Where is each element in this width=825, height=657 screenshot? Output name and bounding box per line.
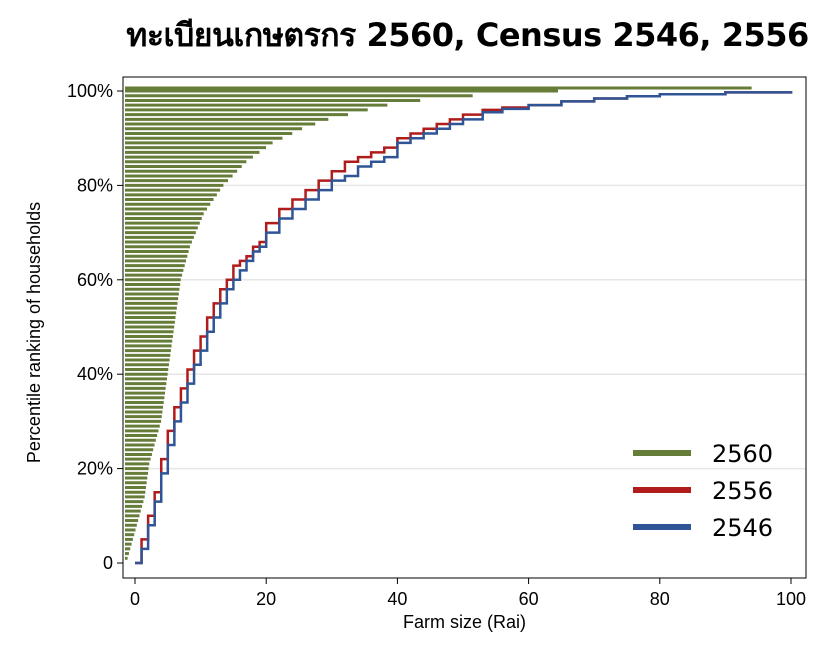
y-tick-label: 20%: [77, 459, 113, 479]
x-tick-label: 40: [387, 589, 407, 609]
y-tick-label: 60%: [77, 270, 113, 290]
y-tick-label: 40%: [77, 364, 113, 384]
line-2546: [135, 91, 793, 565]
y-axis: 0 20% 40% 60% 80% 100%: [67, 81, 123, 573]
legend-label-2556: 2556: [712, 477, 773, 505]
x-tick-label: 20: [256, 589, 276, 609]
grid: [123, 184, 806, 470]
x-tick-label: 80: [650, 589, 670, 609]
x-axis: 0 20 40 60 80 100: [130, 578, 806, 609]
legend-label-2560: 2560: [712, 440, 773, 468]
y-tick-label: 80%: [77, 175, 113, 195]
x-tick-label: 60: [519, 589, 539, 609]
x-axis-title: Farm size (Rai): [403, 612, 526, 632]
x-tick-label: 100: [776, 589, 806, 609]
step-lines: [135, 91, 793, 565]
legend-label-2546: 2546: [712, 514, 773, 542]
plot-frame: [122, 76, 807, 579]
bars-2560: [125, 86, 752, 560]
x-tick-label: 0: [130, 589, 140, 609]
y-tick-label: 100%: [67, 81, 113, 101]
legend: 2560 2556 2546: [633, 440, 773, 542]
chart-title: ทะเบียนเกษตรกร 2560, Census 2546, 2556: [126, 16, 809, 54]
y-tick-label: 0: [103, 553, 113, 573]
y-axis-title: Percentile ranking of households: [24, 202, 44, 463]
